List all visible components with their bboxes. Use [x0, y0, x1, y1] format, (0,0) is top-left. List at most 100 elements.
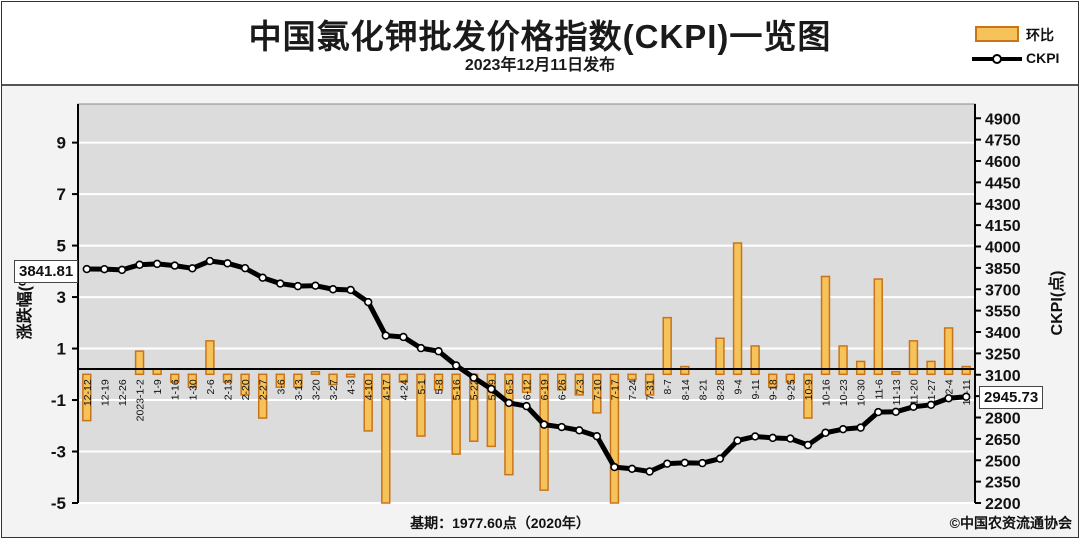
ckpi-point — [135, 260, 144, 269]
right-tick-label: 2500 — [985, 453, 1021, 470]
legend-item-bar: 环比 — [964, 24, 1074, 44]
ckpi-point — [346, 285, 355, 295]
right-tick-label: 3400 — [985, 325, 1021, 342]
bar — [943, 327, 954, 376]
ckpi-point — [698, 458, 707, 468]
x-tick-label: 3-20 — [310, 379, 322, 400]
legend-bar-swatch-icon — [975, 26, 1019, 42]
ckpi-point — [188, 264, 197, 273]
chart-subtitle: 2023年12月11日发布 — [464, 57, 616, 74]
right-tick-label: 2650 — [985, 432, 1021, 449]
x-tick-label: 11-13 — [891, 379, 903, 405]
x-tick-label: 10-23 — [838, 379, 850, 406]
left-axis-ticks: -5 -3 -1 1 3 5 7 9 — [51, 134, 78, 513]
left-tick-label: 1 — [57, 340, 66, 359]
bar — [433, 373, 444, 391]
bar — [961, 365, 971, 376]
x-tick-label: 3-27 — [328, 379, 340, 400]
right-tick-label: 4450 — [985, 175, 1021, 192]
bar — [750, 345, 760, 376]
ckpi-point — [504, 398, 514, 408]
x-tick-label: 8-14 — [680, 379, 692, 400]
right-tick-label: 3700 — [985, 282, 1021, 299]
x-tick-label: 11-20 — [908, 379, 920, 405]
bar — [486, 373, 497, 448]
bar — [732, 242, 743, 376]
ckpi-point — [786, 434, 795, 443]
x-tick-label: 10-30 — [856, 379, 868, 406]
ckpi-point — [750, 432, 760, 441]
ckpi-point — [874, 407, 883, 417]
x-tick-label: 9-11 — [750, 379, 762, 399]
bar — [644, 373, 655, 396]
right-tick-label: 4150 — [985, 218, 1021, 235]
bar — [398, 373, 409, 383]
bar — [891, 370, 901, 376]
left-tick-label: 7 — [57, 185, 66, 204]
bar — [416, 373, 426, 437]
x-tick-label: 4-24 — [398, 379, 410, 400]
right-tick-label: 4600 — [985, 154, 1021, 171]
x-tick-label: 9-25 — [785, 379, 797, 400]
x-tick-label: 6-19 — [539, 379, 551, 400]
ckpi-point — [557, 422, 566, 432]
ckpi-point — [768, 433, 777, 443]
ckpi-point — [100, 264, 109, 274]
x-tick-label: 12-12 — [82, 379, 94, 406]
bar — [240, 373, 250, 396]
start-value-callout: 3841.81 — [14, 260, 79, 283]
left-tick-label: 5 — [57, 237, 66, 256]
bar — [381, 373, 391, 504]
ckpi-point — [451, 361, 461, 370]
right-tick-label: 2350 — [985, 475, 1021, 492]
bar — [451, 373, 461, 455]
x-tick-label: 8-7 — [662, 379, 674, 394]
bar — [838, 345, 848, 376]
bar — [310, 370, 321, 376]
bar — [680, 365, 690, 376]
ckpi-point — [117, 265, 127, 275]
x-tick-label: 11-27 — [926, 379, 938, 405]
bar — [205, 340, 215, 376]
right-tick-label: 4300 — [985, 197, 1021, 214]
x-tick-label: 2-20 — [240, 379, 252, 400]
x-tick-label: 5-8 — [434, 379, 446, 394]
ckpi-point — [223, 259, 232, 268]
ckpi-point — [82, 264, 91, 274]
x-tick-label: 3-13 — [293, 379, 305, 400]
bar — [345, 373, 356, 378]
bar — [715, 337, 725, 376]
bar — [873, 278, 883, 376]
ckpi-point — [539, 420, 549, 429]
ckpi-point — [152, 259, 162, 269]
bar — [257, 373, 268, 419]
x-tick-label: 7-10 — [592, 379, 604, 400]
x-tick-label: 1-16 — [170, 379, 182, 400]
bar — [275, 373, 285, 388]
x-tick-label: 12-11 — [961, 379, 973, 405]
ckpi-point — [627, 464, 637, 473]
x-tick-label: 5-22 — [469, 379, 481, 400]
right-axis-label: CKPI(点) — [1047, 271, 1066, 336]
x-tick-label: 1-9 — [152, 379, 164, 394]
x-tick-label: 2-13 — [223, 379, 235, 400]
bar — [539, 373, 549, 491]
legend-line-label: CKPI — [1026, 50, 1060, 66]
x-tick-label: 8-21 — [697, 379, 709, 400]
x-tick-label: 12-26 — [117, 379, 129, 406]
ckpi-point — [416, 343, 426, 353]
bar — [170, 373, 180, 383]
left-tick-label: -3 — [51, 443, 66, 462]
end-value-callout: 2945.73 — [979, 386, 1044, 409]
x-tick-label: 4-17 — [381, 379, 393, 400]
right-tick-label: 3100 — [985, 368, 1021, 385]
bar — [609, 373, 620, 504]
legend-bar-label: 环比 — [1026, 27, 1054, 43]
legend-line-swatch-icon — [972, 54, 1022, 64]
ckpi-point — [821, 428, 830, 437]
legend-item-line: CKPI — [964, 49, 1074, 69]
right-tick-label: 2200 — [985, 496, 1021, 513]
bar — [662, 316, 672, 376]
left-tick-label: 3 — [57, 288, 66, 307]
